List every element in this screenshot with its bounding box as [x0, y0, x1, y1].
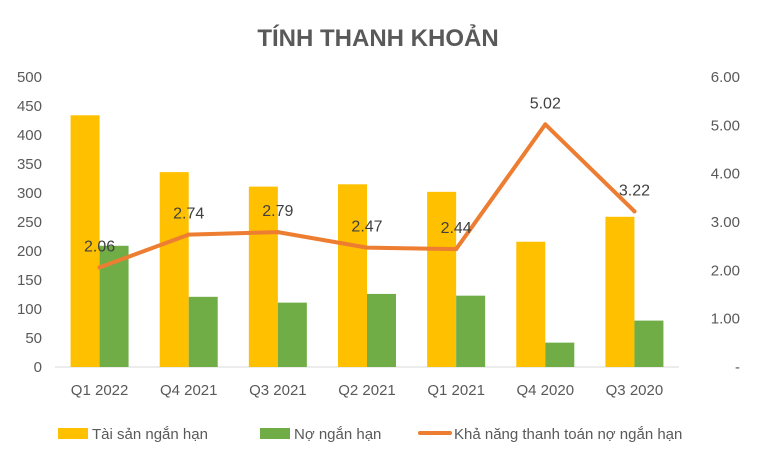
left-axis-tick-label: 200 [17, 243, 42, 260]
line-point [454, 247, 459, 252]
right-axis-tick-label: - [735, 359, 740, 376]
line-point [186, 232, 191, 237]
bar-current-assets [338, 184, 367, 367]
data-label: 2.47 [351, 219, 382, 236]
right-axis: 6.00 5.00 4.00 3.00 2.00 1.00 - [711, 69, 740, 376]
legend-item: Khả năng thanh toán nợ ngắn hạn [418, 426, 682, 443]
bar-current-liabilities [456, 295, 486, 367]
x-axis-tick-label: Q2 2021 [338, 382, 396, 399]
data-label: 3.22 [619, 182, 650, 199]
data-label: 2.06 [84, 238, 115, 255]
data-label: 5.02 [530, 95, 561, 112]
left-axis-tick-label: 350 [17, 156, 42, 173]
legend: Tài sản ngắn hạn Nợ ngắn hạn Khả năng than… [58, 426, 682, 443]
bar-current-assets [159, 172, 189, 367]
bar-current-liabilities [634, 320, 664, 367]
bar-current-liabilities [188, 296, 218, 367]
bar-current-assets [70, 115, 100, 367]
legend-label: Khả năng thanh toán nợ ngắn hạn [454, 426, 682, 443]
legend-label: Tài sản ngắn hạn [92, 426, 208, 443]
line-point [365, 245, 369, 250]
right-axis-tick-label: 2.00 [711, 262, 740, 279]
line-point [543, 122, 548, 127]
bar-current-assets [248, 186, 278, 367]
line-point [275, 230, 280, 235]
bar-current-liabilities [367, 293, 396, 367]
line-point [97, 265, 102, 270]
legend-item: Nợ ngắn hạn [260, 426, 381, 443]
bar-series [70, 115, 664, 367]
bar-current-assets [605, 216, 635, 367]
right-axis-tick-label: 6.00 [711, 69, 740, 86]
legend-item: Tài sản ngắn hạn [58, 426, 208, 443]
data-label: 2.79 [262, 203, 293, 220]
data-label: 2.44 [441, 220, 472, 237]
left-axis-tick-label: 450 [17, 98, 42, 115]
right-axis-tick-label: 1.00 [711, 311, 740, 328]
data-label: 2.74 [173, 206, 204, 223]
x-axis-labels: Q1 2022 Q4 2021 Q3 2021 Q2 2021 Q1 2021 Q4 20… [71, 382, 663, 399]
data-labels: 2.06 2.74 2.79 2.47 2.44 5.02 3.22 [84, 95, 650, 255]
bar-current-assets [427, 191, 457, 367]
chart-title: TÍNH THANH KHOẢN [257, 23, 498, 52]
line-series [97, 122, 637, 270]
right-axis-tick-label: 4.00 [711, 166, 740, 183]
legend-swatch [260, 428, 290, 439]
left-axis-tick-label: 500 [17, 69, 42, 86]
bar-current-assets [516, 241, 546, 367]
bar-current-liabilities [545, 342, 575, 367]
right-axis-tick-label: 3.00 [711, 214, 740, 231]
left-axis-tick-label: 50 [25, 330, 42, 347]
line-point [632, 209, 637, 214]
bar-current-liabilities [277, 302, 307, 367]
x-axis-tick-label: Q3 2020 [606, 382, 664, 399]
x-axis-tick-label: Q1 2021 [427, 382, 485, 399]
x-axis-tick-label: Q4 2021 [160, 382, 218, 399]
left-axis-tick-label: 400 [17, 127, 42, 144]
left-axis-tick-label: 300 [17, 185, 42, 202]
left-axis-tick-label: 250 [17, 214, 42, 231]
x-axis-tick-label: Q3 2021 [249, 382, 307, 399]
legend-swatch [58, 428, 88, 439]
left-axis-tick-label: 0 [34, 359, 42, 376]
left-axis-tick-label: 100 [17, 301, 42, 318]
legend-label: Nợ ngắn hạn [294, 426, 381, 443]
x-axis-tick-label: Q4 2020 [517, 382, 575, 399]
left-axis-tick-label: 150 [17, 272, 42, 289]
x-axis-tick-label: Q1 2022 [71, 382, 129, 399]
right-axis-tick-label: 5.00 [711, 117, 740, 134]
